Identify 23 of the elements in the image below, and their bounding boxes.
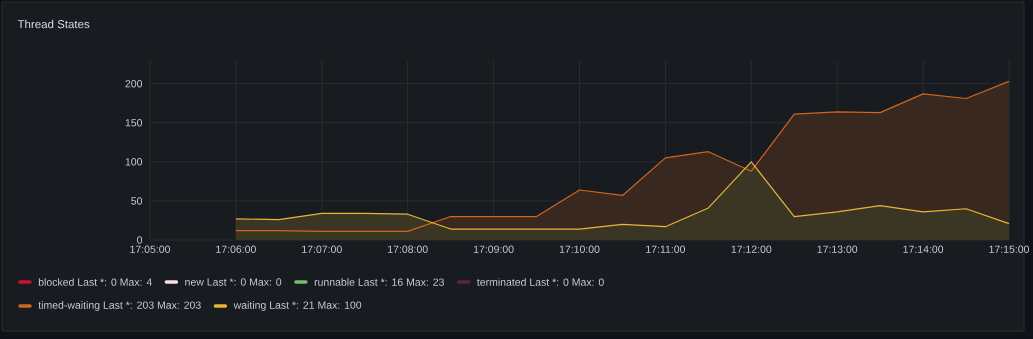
legend-label: new Last *: 0 Max: 0 bbox=[185, 278, 282, 286]
x-tick-label: 17:08:00 bbox=[388, 245, 428, 253]
legend-label: blocked Last *: 0 Max: 4 bbox=[38, 278, 152, 286]
legend-label: timed-waiting Last *: 203 Max: 203 bbox=[38, 301, 201, 311]
x-tick-label: 17:10:00 bbox=[559, 245, 600, 253]
x-tick-label: 17:13:00 bbox=[817, 245, 858, 253]
y-tick-label: 200 bbox=[125, 79, 143, 88]
x-tick-label: 17:15:00 bbox=[989, 245, 1030, 253]
text: Thread States bbox=[17, 19, 90, 29]
y-tick-label: 50 bbox=[131, 197, 143, 205]
legend-label: waiting Last *: 21 Max: 100 bbox=[233, 301, 362, 311]
y-tick-label: 150 bbox=[125, 119, 143, 127]
legend-label: runnable Last *: 16 Max: 23 bbox=[314, 278, 444, 286]
x-tick-label: 17:12:00 bbox=[731, 245, 772, 253]
y-tick-label: 100 bbox=[125, 158, 143, 166]
x-tick-label: 17:14:00 bbox=[903, 245, 944, 253]
x-tick-label: 17:07:00 bbox=[302, 245, 342, 253]
y-tick-label: 0 bbox=[137, 236, 143, 244]
x-tick-label: 17:09:00 bbox=[473, 245, 514, 253]
x-tick-label: 17:05:00 bbox=[130, 245, 171, 253]
x-tick-label: 17:11:00 bbox=[646, 245, 686, 253]
x-tick-label: 17:06:00 bbox=[216, 245, 256, 253]
legend-label: terminated Last *: 0 Max: 0 bbox=[477, 278, 604, 286]
